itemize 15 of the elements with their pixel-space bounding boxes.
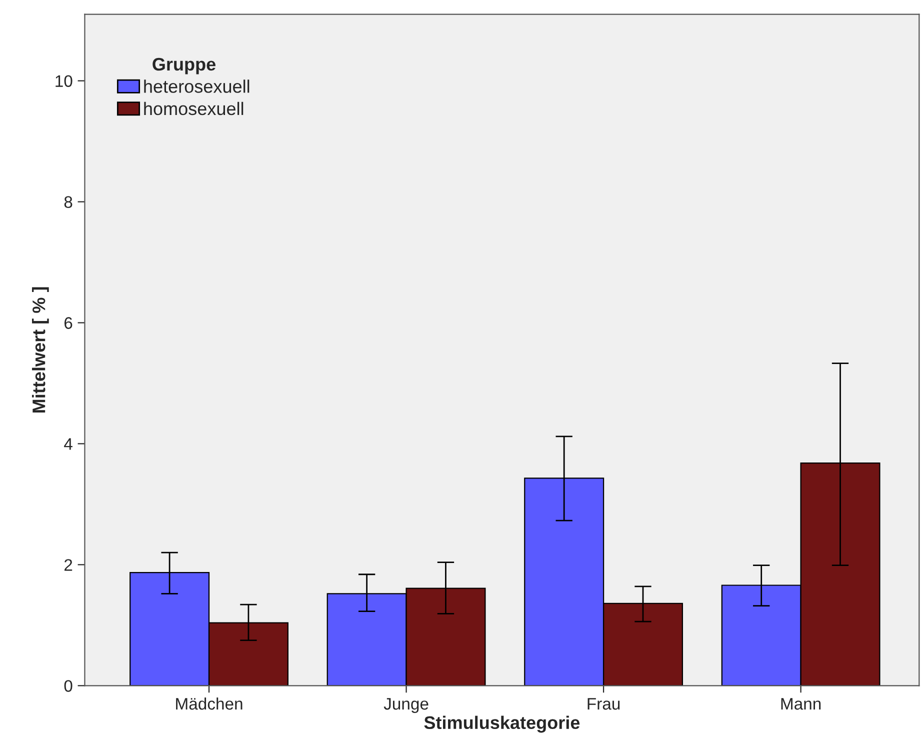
legend-title: Gruppe	[152, 58, 216, 74]
y-tick-label: 0	[64, 680, 72, 692]
x-axis-title: Stimuluskategorie	[424, 716, 580, 733]
x-tick-label: Mädchen	[176, 697, 242, 710]
x-tick-label: Frau	[588, 698, 620, 710]
y-tick-label: 2	[64, 559, 72, 571]
y-axis-title: Mittelwert [ % ]	[32, 287, 49, 412]
y-tick-label: 8	[64, 196, 72, 208]
y-tick-label: 6	[64, 317, 72, 329]
x-tick-label: Junge	[384, 698, 428, 714]
y-tick-label: 4	[64, 438, 72, 450]
legend-label: heterosexuell	[144, 80, 250, 93]
legend-label: homosexuell	[144, 102, 244, 116]
x-tick-label: Mann	[781, 698, 821, 710]
y-tick-label: 10	[56, 75, 72, 88]
